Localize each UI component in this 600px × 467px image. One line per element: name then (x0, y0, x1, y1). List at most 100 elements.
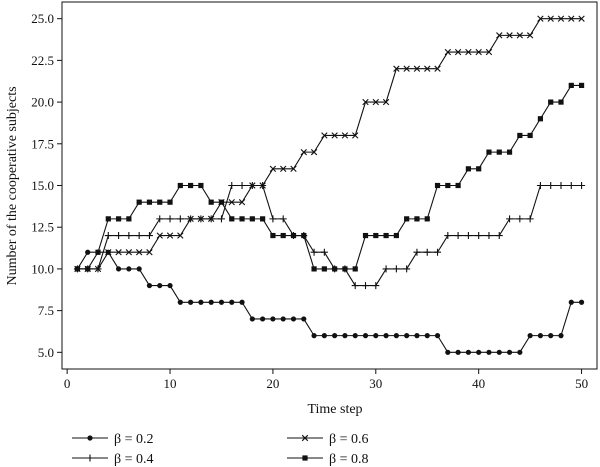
data-point (352, 333, 358, 339)
data-point (496, 32, 503, 39)
data-point (393, 232, 399, 239)
y-tick-label: 15.0 (31, 178, 54, 193)
series-2 (73, 182, 586, 290)
data-point (229, 299, 235, 305)
data-point (290, 232, 297, 239)
data-point (404, 216, 410, 222)
data-point (280, 165, 287, 173)
data-point (372, 98, 379, 106)
data-point (94, 265, 102, 273)
data-point (228, 182, 236, 189)
data-point (188, 299, 194, 305)
legend-label: β = 0.8 (329, 452, 369, 467)
data-point (486, 149, 492, 155)
data-point (311, 266, 317, 272)
data-point (321, 132, 328, 139)
data-point (311, 333, 317, 339)
data-point (382, 265, 390, 273)
x-tick-label: 40 (472, 376, 485, 391)
series-4 (74, 82, 585, 272)
data-point (547, 182, 555, 189)
data-point (115, 266, 122, 272)
legend-label: β = 0.6 (329, 432, 369, 447)
data-point (177, 232, 184, 239)
data-point (301, 316, 307, 322)
data-point (362, 98, 369, 106)
data-point (393, 65, 400, 72)
series-layer (73, 15, 586, 355)
data-point (383, 333, 389, 339)
data-point (146, 199, 153, 205)
data-point (496, 149, 502, 155)
data-point (125, 249, 133, 256)
data-point (465, 349, 471, 355)
data-point (548, 333, 554, 339)
data-point (310, 148, 318, 156)
data-point (506, 149, 513, 155)
data-point (321, 333, 327, 339)
y-tick-label: 20.0 (31, 95, 54, 110)
data-point (578, 15, 585, 22)
data-point (259, 182, 266, 189)
data-point (424, 216, 430, 222)
data-point (218, 299, 225, 305)
data-point (567, 182, 575, 189)
data-point (269, 215, 277, 223)
data-point (321, 266, 327, 272)
data-point (548, 99, 554, 105)
y-tick-label: 10.0 (31, 261, 54, 276)
data-point (146, 282, 153, 289)
data-point (156, 215, 164, 223)
data-point (157, 199, 163, 205)
data-point (86, 454, 94, 462)
data-point (578, 299, 585, 305)
data-point (465, 48, 472, 56)
data-point (495, 232, 503, 240)
data-point (115, 232, 123, 240)
data-point (197, 215, 205, 223)
data-point (249, 316, 255, 322)
data-point (465, 166, 471, 172)
data-point (568, 15, 575, 22)
data-point (424, 333, 430, 339)
y-tick-label: 25.0 (31, 11, 54, 26)
legend-item: β = 0.2 (72, 432, 154, 447)
data-point (208, 199, 214, 205)
x-tick-label: 30 (369, 376, 382, 391)
data-point (578, 182, 586, 189)
data-point (85, 249, 91, 255)
data-point (115, 216, 122, 222)
data-point (444, 48, 452, 56)
data-point (413, 248, 421, 256)
data-point (414, 216, 420, 222)
data-point (198, 299, 204, 305)
data-point (157, 282, 163, 289)
y-tick-label: 17.5 (31, 136, 54, 151)
data-point (413, 65, 421, 72)
data-point (136, 266, 142, 272)
data-point (302, 455, 308, 461)
data-point (74, 266, 81, 272)
data-point (506, 349, 513, 355)
legend-item: β = 0.4 (72, 452, 154, 467)
data-point (454, 232, 462, 240)
data-point (126, 266, 132, 272)
data-point (238, 182, 246, 189)
data-point (166, 215, 174, 223)
data-point (382, 98, 390, 106)
data-point (362, 232, 369, 239)
data-point (506, 32, 513, 39)
data-point (547, 15, 554, 22)
data-point (332, 333, 338, 339)
data-point (187, 215, 194, 223)
data-point (362, 333, 369, 339)
data-point (455, 182, 461, 189)
data-point (332, 266, 338, 272)
data-point (536, 182, 544, 189)
data-point (537, 15, 544, 22)
legend-item: β = 0.6 (287, 432, 369, 447)
data-point (424, 65, 431, 72)
data-point (270, 316, 276, 322)
data-point (135, 232, 143, 240)
